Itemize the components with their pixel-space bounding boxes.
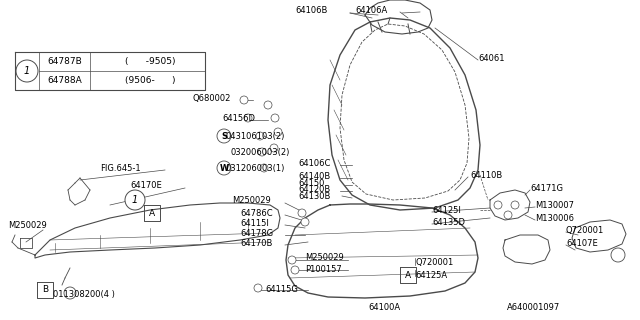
Circle shape	[494, 201, 502, 209]
Text: S: S	[221, 132, 227, 140]
Text: M130006: M130006	[535, 213, 574, 222]
Circle shape	[288, 256, 296, 264]
Circle shape	[244, 114, 252, 122]
Circle shape	[270, 144, 278, 152]
Text: Q720001: Q720001	[415, 259, 453, 268]
Circle shape	[274, 128, 282, 136]
Text: 64150: 64150	[298, 179, 324, 188]
Circle shape	[256, 132, 264, 140]
Text: A: A	[405, 270, 411, 279]
Circle shape	[264, 101, 272, 109]
Text: (9506-      ): (9506- )	[125, 76, 175, 85]
Text: M250029: M250029	[8, 220, 47, 229]
Circle shape	[611, 248, 625, 262]
Text: 64140B: 64140B	[298, 172, 330, 180]
Text: 1: 1	[24, 66, 30, 76]
Text: 64120B: 64120B	[298, 185, 330, 194]
Text: 64110B: 64110B	[470, 171, 502, 180]
Text: 64061: 64061	[478, 53, 504, 62]
Text: 64125A: 64125A	[415, 271, 447, 281]
Text: 64106A: 64106A	[355, 5, 387, 14]
Text: A: A	[149, 209, 155, 218]
Text: Q720001: Q720001	[566, 226, 604, 235]
Text: 64107E: 64107E	[566, 238, 598, 247]
Text: A640001097: A640001097	[507, 303, 560, 313]
Circle shape	[16, 60, 38, 82]
Circle shape	[240, 96, 248, 104]
Circle shape	[504, 211, 512, 219]
Circle shape	[254, 284, 262, 292]
Text: 64115G: 64115G	[265, 285, 298, 294]
Text: 64106B: 64106B	[295, 5, 328, 14]
Text: 043106103(2): 043106103(2)	[225, 132, 284, 140]
Text: 64115I: 64115I	[240, 219, 269, 228]
Text: 64170E: 64170E	[130, 180, 162, 189]
Circle shape	[511, 201, 519, 209]
Text: 64100A: 64100A	[368, 303, 400, 313]
Text: B: B	[42, 285, 48, 294]
Text: M250029: M250029	[232, 196, 271, 204]
Circle shape	[301, 218, 309, 226]
Text: 64170B: 64170B	[240, 238, 273, 247]
Text: 64787B: 64787B	[47, 57, 83, 66]
Text: 64156D: 64156D	[222, 114, 255, 123]
Text: M130007: M130007	[535, 201, 574, 210]
Text: Q680002: Q680002	[192, 93, 230, 102]
Text: M250029: M250029	[305, 253, 344, 262]
Text: 64130B: 64130B	[298, 191, 330, 201]
Text: 64178G: 64178G	[240, 228, 273, 237]
Text: 1: 1	[132, 195, 138, 205]
Text: W: W	[220, 164, 228, 172]
Circle shape	[260, 164, 268, 172]
Text: 64786C: 64786C	[240, 209, 273, 218]
Circle shape	[217, 161, 231, 175]
Circle shape	[271, 114, 279, 122]
Circle shape	[298, 209, 306, 217]
Circle shape	[125, 190, 145, 210]
Circle shape	[291, 266, 299, 274]
Text: 64171G: 64171G	[530, 183, 563, 193]
Text: 031206003(1): 031206003(1)	[225, 164, 284, 172]
Text: 64125I: 64125I	[432, 205, 461, 214]
Text: P100157: P100157	[305, 266, 342, 275]
Text: 011308200(4 ): 011308200(4 )	[53, 290, 115, 299]
Text: (      -9505): ( -9505)	[125, 57, 175, 66]
Text: FIG.645-1: FIG.645-1	[100, 164, 141, 172]
Text: 032006003(2): 032006003(2)	[230, 148, 289, 156]
Text: 64106C: 64106C	[298, 158, 330, 167]
Text: 64788A: 64788A	[47, 76, 83, 85]
Circle shape	[64, 287, 76, 299]
Text: 64135D: 64135D	[432, 218, 465, 227]
Circle shape	[258, 148, 266, 156]
Circle shape	[217, 129, 231, 143]
